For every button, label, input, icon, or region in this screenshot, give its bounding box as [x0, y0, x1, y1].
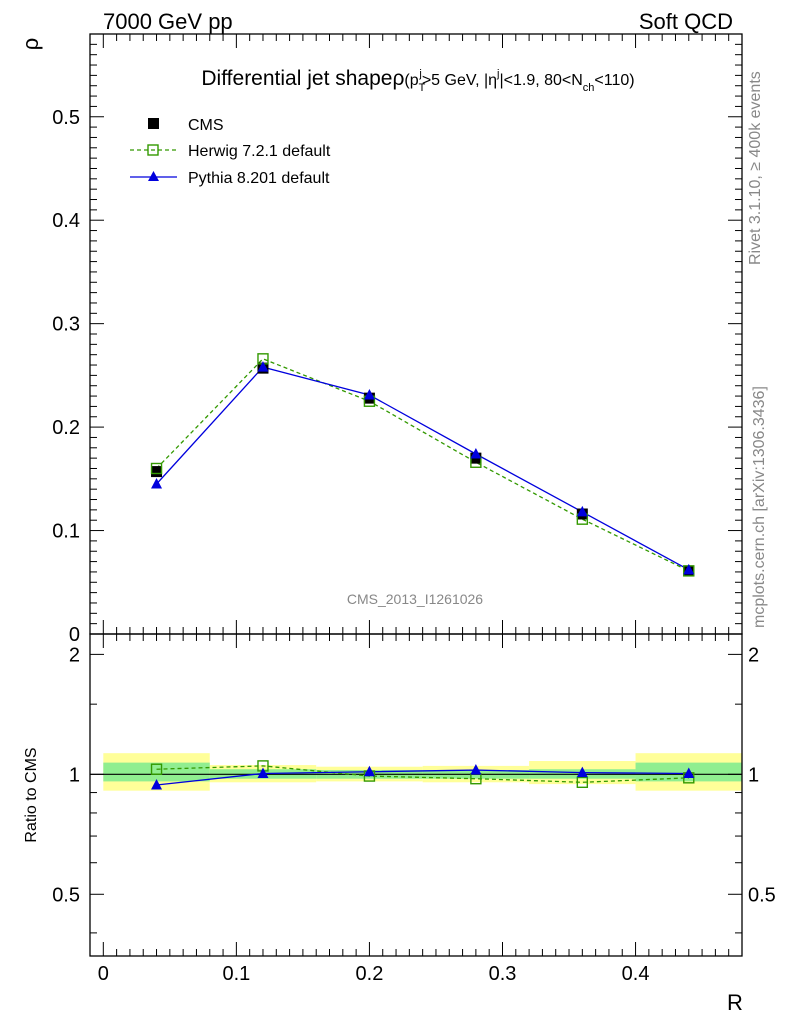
- pythia-ratio-point: [363, 765, 375, 777]
- legend: CMS Herwig 7.2.1 default Pythia 8.201 de…: [130, 117, 331, 187]
- herwig-ratio-point: [150, 763, 163, 775]
- herwig-ratio-point: [576, 776, 589, 788]
- title-sup-j: j: [418, 68, 421, 80]
- x-tick-label: 0.3: [489, 963, 517, 985]
- header-right-label: Soft QCD: [639, 9, 733, 34]
- title-cut2: |<1.9, 80<N: [499, 72, 582, 89]
- analysis-watermark: CMS_2013_I1261026: [347, 591, 483, 607]
- ratio-tick-label: 2: [69, 644, 80, 666]
- pythia-data-point: [363, 389, 375, 400]
- ratio-tick-label-right: 2: [748, 644, 759, 666]
- pythia-data-point: [257, 361, 269, 372]
- x-tick-label: 0: [98, 963, 109, 985]
- chart-title: Differential jet shapeρ(pTj>5 GeV, |ηj|<…: [201, 67, 634, 94]
- pythia-ratio-point: [683, 767, 695, 778]
- legend-label-herwig: Herwig 7.2.1 default: [188, 143, 331, 160]
- title-sup-j2: j: [496, 68, 499, 80]
- legend-label-pythia: Pythia 8.201 default: [188, 170, 330, 187]
- herwig-data-point: [150, 462, 163, 475]
- x-axis-label: R: [727, 990, 743, 1015]
- pythia-ratio-point: [257, 767, 269, 778]
- cms-data-point: [151, 466, 163, 478]
- header-left-label: 7000 GeV pp: [103, 9, 233, 34]
- y-tick-label: 0.5: [52, 107, 80, 129]
- title-open: (p: [404, 72, 418, 89]
- x-tick-label: 0.1: [222, 963, 250, 985]
- plot-elements: 0 0.1 0.2 0.3 0.4 0 0.1 0.2 0.3 0.4 0.5 0.5 0.5 1 1 2 2: [52, 33, 776, 985]
- ratio-tick-label: 1: [69, 764, 80, 786]
- title-cut1: >5 GeV, |η: [422, 72, 497, 89]
- y-tick-label: 0.4: [52, 210, 80, 232]
- x-tick-label: 0.4: [622, 963, 650, 985]
- ratio-tick-label-right: 0.5: [748, 884, 776, 906]
- title-rho: ρ: [392, 67, 404, 90]
- ratio-axis-label: Ratio to CMS: [23, 747, 40, 842]
- pythia-data-point: [470, 448, 482, 459]
- mcplots-label: mcplots.cern.ch [arXiv:1306.3436]: [751, 386, 768, 628]
- pythia-data-point: [683, 563, 695, 575]
- y-axis-label: ρ: [18, 38, 43, 51]
- legend-marker-cms: [148, 118, 159, 129]
- pythia-ratio-point: [470, 764, 482, 775]
- rivet-label: Rivet 3.1.10, ≥ 400k events: [747, 71, 764, 265]
- series-line-herwig: [156, 358, 690, 572]
- x-tick-label: 0.2: [356, 963, 384, 985]
- y-tick-label: 0.1: [52, 521, 80, 543]
- series-line-pythia: [156, 366, 690, 571]
- ratio-line-pythia: [156, 769, 689, 786]
- legend-marker-herwig: [147, 144, 159, 156]
- y-tick-label: 0.3: [52, 314, 80, 336]
- ratio-tick-label-right: 1: [748, 764, 759, 786]
- pythia-ratio-point: [151, 779, 163, 790]
- pythia-data-point: [151, 478, 163, 489]
- pythia-data-point: [576, 505, 588, 517]
- y-tick-label: 0: [69, 624, 80, 646]
- title-main: Differential jet shape: [201, 67, 392, 90]
- y-tick-label: 0.2: [52, 417, 80, 439]
- pythia-ratio-point: [576, 766, 588, 778]
- ratio-plot-frame: [89, 633, 743, 957]
- legend-marker-pythia: [148, 171, 159, 181]
- ratio-band-stat: [103, 762, 210, 782]
- ratio-tick-label: 0.5: [52, 884, 80, 906]
- ratio-line-herwig: [156, 765, 689, 783]
- legend-label-cms: CMS: [188, 117, 224, 134]
- title-sub-t: T: [419, 82, 426, 94]
- title-cut3: <110): [594, 72, 634, 89]
- title-sub-ch: ch: [583, 82, 595, 94]
